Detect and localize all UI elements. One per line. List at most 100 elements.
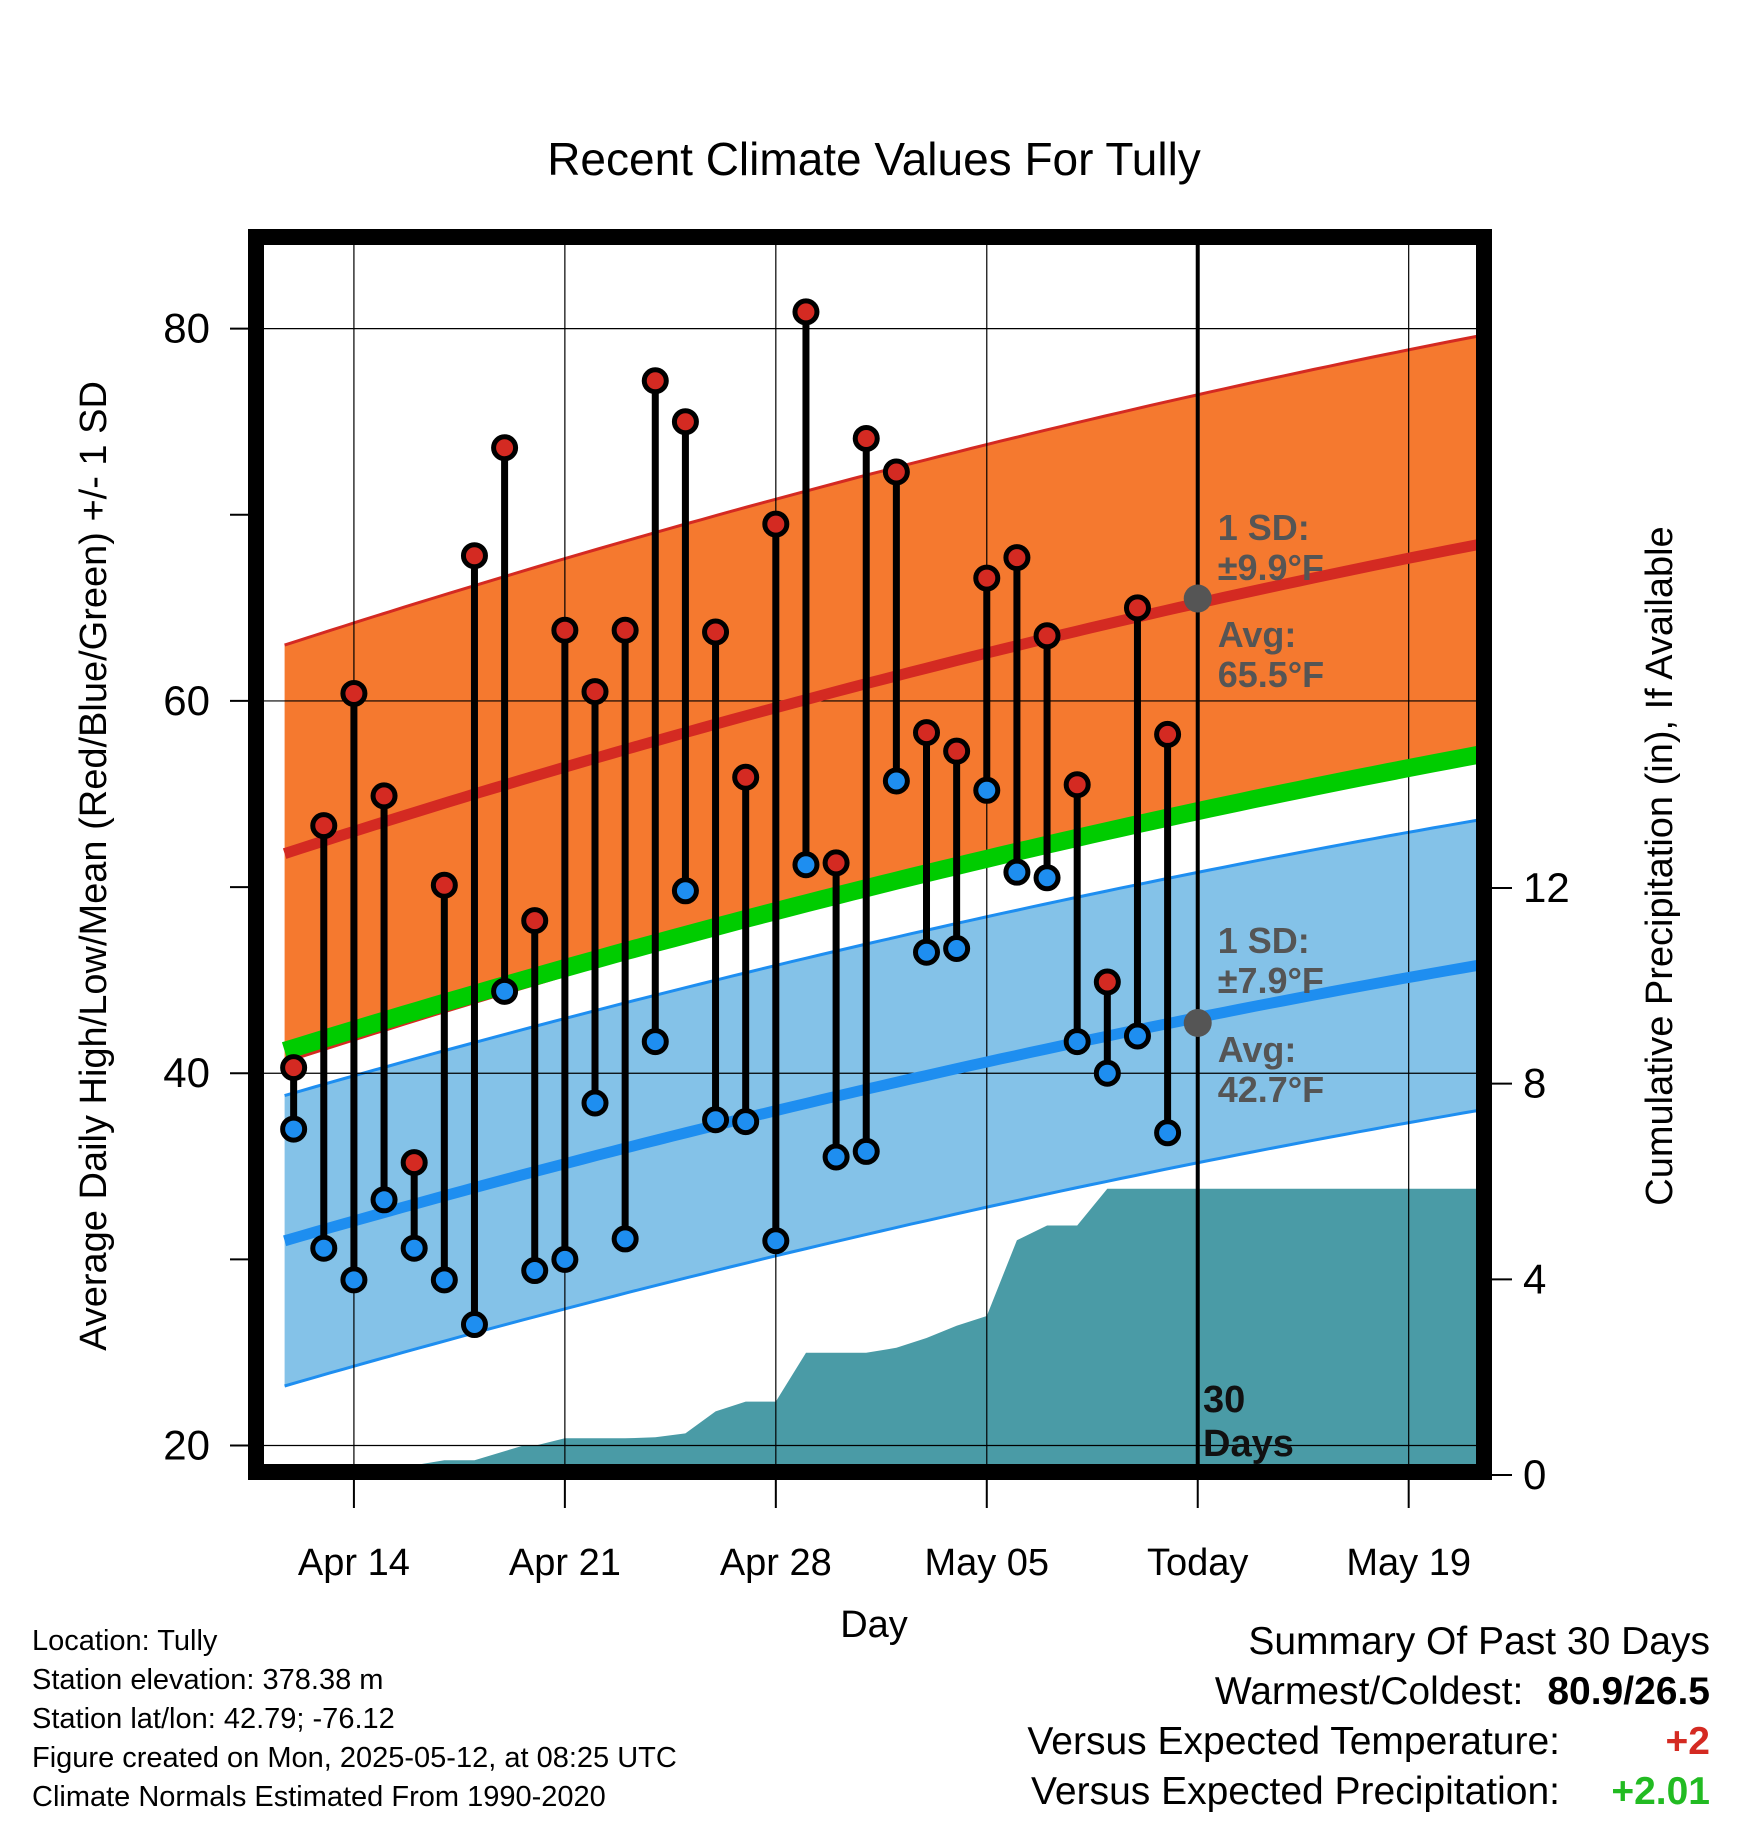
- y-axis-label: Average Daily High/Low/Mean (Red/Blue/Gr…: [73, 381, 115, 1351]
- x-tick-label: May 05: [924, 1542, 1049, 1584]
- low-sd-label: 1 SD: ±7.9°F: [1218, 920, 1324, 1001]
- low-point: [460, 1311, 488, 1339]
- today-low-avg-marker: [1183, 1008, 1212, 1037]
- x-tick-label: Apr 14: [298, 1542, 410, 1584]
- low-avg-label: Avg: 42.7°F: [1218, 1029, 1324, 1110]
- location-text: Location: Tully: [32, 1625, 218, 1657]
- low-point: [280, 1115, 308, 1143]
- y-tick-label: 20: [163, 1422, 210, 1469]
- high-point: [581, 678, 609, 706]
- summary-panel: Summary Of Past 30 Days Warmest/Coldest:…: [1027, 1617, 1710, 1817]
- high-point: [460, 542, 488, 570]
- x-axis-label: Day: [840, 1604, 908, 1646]
- high-point: [641, 367, 669, 395]
- low-point: [702, 1106, 730, 1134]
- x-tick-label: May 19: [1346, 1542, 1471, 1584]
- high-point: [1063, 771, 1091, 799]
- low-sd-band: [284, 820, 1479, 1386]
- summary-heading: Summary Of Past 30 Days: [1248, 1620, 1710, 1663]
- precip-vs-expected-label: Versus Expected Precipitation:: [1031, 1770, 1560, 1813]
- high-point: [943, 737, 971, 765]
- high-point: [491, 434, 519, 462]
- y2-tick-label: 4: [1523, 1255, 1546, 1302]
- high-point: [611, 616, 639, 644]
- normals-note-text: Climate Normals Estimated From 1990-2020: [32, 1781, 606, 1813]
- high-point: [792, 298, 820, 326]
- high-point: [370, 782, 398, 810]
- low-point: [732, 1108, 760, 1136]
- low-point: [913, 938, 941, 966]
- y-tick-label: 80: [163, 305, 210, 352]
- low-point: [340, 1266, 368, 1294]
- y-tick-label: 40: [163, 1049, 210, 1096]
- mean-normal-line: [281, 746, 1480, 1060]
- today-high-avg-marker: [1183, 584, 1212, 613]
- high-point: [280, 1054, 308, 1082]
- high-point: [310, 812, 338, 840]
- low-point: [792, 851, 820, 879]
- plot-frame: [248, 229, 1492, 1480]
- low-point: [611, 1225, 639, 1253]
- low-point: [641, 1028, 669, 1056]
- warm-cold-value: 80.9/26.5: [1547, 1670, 1710, 1713]
- low-point: [370, 1186, 398, 1214]
- warm-cold-label: Warmest/Coldest:: [1214, 1670, 1524, 1713]
- high-point: [913, 719, 941, 747]
- low-sd-band-upper-edge: [284, 818, 1479, 1098]
- elevation-text: Station elevation: 378.38 m: [32, 1664, 384, 1696]
- low-normal-line: [283, 959, 1479, 1247]
- low-point: [1033, 864, 1061, 892]
- low-point: [1123, 1022, 1151, 1050]
- low-point: [491, 977, 519, 1005]
- high-normal-line: [282, 539, 1480, 859]
- x-tick-label: Apr 21: [509, 1542, 621, 1584]
- high-point: [973, 564, 1001, 592]
- low-point: [762, 1227, 790, 1255]
- high-point: [430, 871, 458, 899]
- chart-title: Recent Climate Values For Tully: [547, 133, 1201, 185]
- temp-vs-expected-value: +2: [1665, 1720, 1710, 1763]
- low-point: [671, 877, 699, 905]
- high-point: [732, 763, 760, 791]
- low-point: [882, 767, 910, 795]
- x-tick-label: Today: [1147, 1542, 1248, 1584]
- latlon-text: Station lat/lon: 42.79; -76.12: [32, 1703, 395, 1735]
- high-sd-label: 1 SD: ±9.9°F: [1218, 507, 1324, 588]
- high-point: [762, 510, 790, 538]
- high-point: [1123, 594, 1151, 622]
- high-point: [882, 458, 910, 486]
- low-point: [822, 1143, 850, 1171]
- created-text: Figure created on Mon, 2025-05-12, at 08…: [32, 1742, 677, 1774]
- high-point: [702, 618, 730, 646]
- high-point: [1003, 544, 1031, 572]
- y-tick-label: 60: [163, 677, 210, 724]
- low-point: [551, 1245, 579, 1273]
- low-point: [521, 1257, 549, 1285]
- precip-area: [287, 1188, 1479, 1475]
- observation-layer: [280, 298, 1212, 1339]
- axes-layer: [230, 229, 1512, 1508]
- high-point: [340, 679, 368, 707]
- low-point: [1063, 1028, 1091, 1056]
- high-point: [551, 616, 579, 644]
- high-point: [1033, 622, 1061, 650]
- chart-text-layer: 20 40 60 80 0 4 8 12 Apr 14 Apr 21 Apr 28 May 05 Tod…: [73, 133, 1681, 1646]
- low-point: [943, 935, 971, 963]
- precip-vs-expected-value: +2.01: [1611, 1770, 1710, 1813]
- low-point: [400, 1234, 428, 1262]
- low-point: [1003, 858, 1031, 886]
- low-point: [310, 1234, 338, 1262]
- station-info: Location: Tully Station elevation: 378.3…: [32, 1622, 677, 1817]
- high-point: [671, 408, 699, 436]
- low-point: [581, 1089, 609, 1117]
- low-point: [852, 1137, 880, 1165]
- y2-tick-label: 12: [1523, 864, 1570, 911]
- x-tick-label: Apr 28: [720, 1542, 832, 1584]
- low-point: [1154, 1119, 1182, 1147]
- low-point: [973, 776, 1001, 804]
- high-point: [400, 1149, 428, 1177]
- high-sd-band: [284, 336, 1479, 1063]
- low-point: [430, 1266, 458, 1294]
- high-sd-band-upper-edge: [284, 334, 1479, 647]
